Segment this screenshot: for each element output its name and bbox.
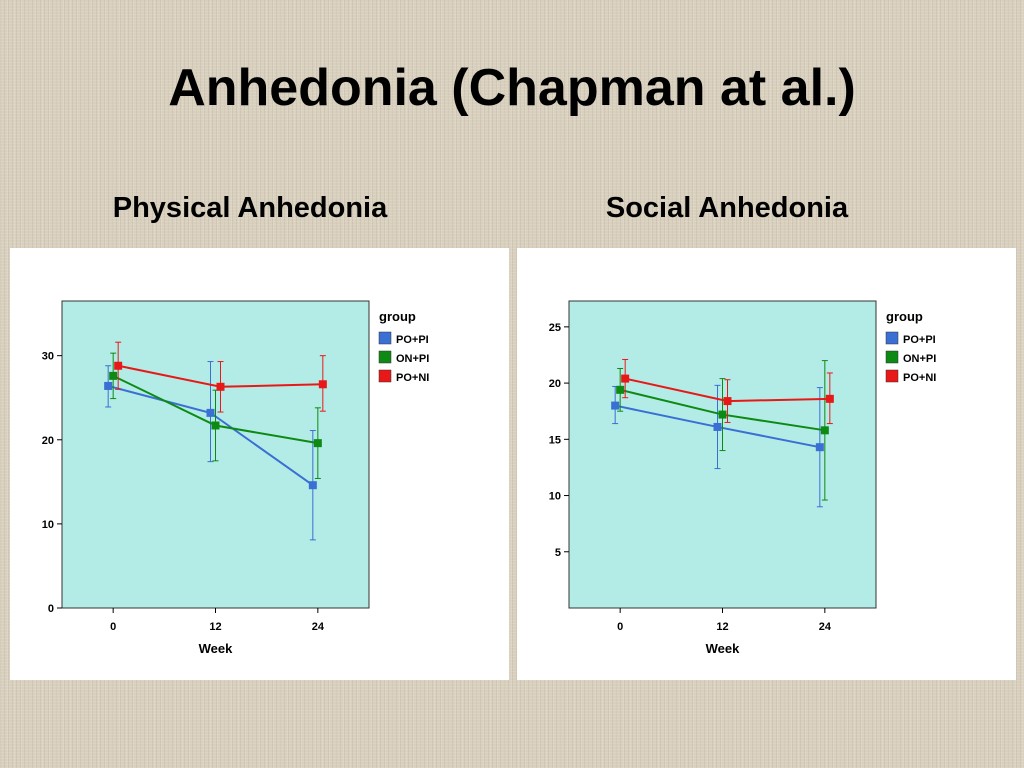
legend-swatch-po-pi xyxy=(885,331,899,345)
data-point-on-pi xyxy=(211,421,220,430)
legend-swatch-on-pi xyxy=(885,350,899,364)
data-point-po-ni xyxy=(114,361,123,370)
legend-swatch-po-ni xyxy=(378,369,392,383)
x-tick-label: 24 xyxy=(819,621,832,633)
legend-title: group xyxy=(886,309,923,324)
plot-area xyxy=(568,300,877,609)
data-point-po-pi xyxy=(611,401,620,410)
y-tick-label: 20 xyxy=(42,435,54,447)
y-tick-label: 5 xyxy=(555,547,561,559)
physical-anhedonia-heading: Physical Anhedonia xyxy=(112,192,388,224)
x-axis-label: Week xyxy=(706,641,740,656)
legend-swatch-po-ni xyxy=(885,369,899,383)
legend-title: group xyxy=(379,309,416,324)
social-anhedonia-chart-panel: 5 10 15 20 25 0 12 24 Week group PO+PI ON+PI PO+NI xyxy=(517,248,1016,680)
y-tick-label: 0 xyxy=(48,603,54,615)
physical-anhedonia-chart: 0 10 20 30 0 12 24 Week group PO+PI ON+PI PO+NI xyxy=(42,300,429,656)
legend-label-po-ni: PO+NI xyxy=(903,372,936,384)
legend-swatch-on-pi xyxy=(378,350,392,364)
x-tick-label: 12 xyxy=(209,621,221,633)
data-point-po-pi xyxy=(713,422,722,431)
data-point-po-ni xyxy=(216,382,225,391)
data-point-po-pi xyxy=(815,443,824,452)
x-tick-label: 0 xyxy=(617,621,623,633)
legend-label-po-pi: PO+PI xyxy=(903,334,936,346)
data-point-po-ni xyxy=(318,380,327,389)
y-tick-label: 20 xyxy=(549,378,561,390)
legend-label-on-pi: ON+PI xyxy=(903,353,936,365)
data-point-on-pi xyxy=(718,410,727,419)
legend-swatch-po-pi xyxy=(378,331,392,345)
slide-title: Anhedonia (Chapman at al.) xyxy=(168,59,856,117)
data-point-on-pi xyxy=(616,385,625,394)
physical-anhedonia-chart-panel: 0 10 20 30 0 12 24 Week group PO+PI ON+PI PO+NI xyxy=(10,248,509,680)
x-tick-label: 12 xyxy=(716,621,728,633)
data-point-po-ni xyxy=(621,374,630,383)
x-tick-label: 24 xyxy=(312,621,325,633)
data-point-po-pi xyxy=(104,381,113,390)
data-point-on-pi xyxy=(109,371,118,380)
social-anhedonia-heading: Social Anhedonia xyxy=(605,192,849,224)
legend-label-po-ni: PO+NI xyxy=(396,372,429,384)
data-point-po-pi xyxy=(206,408,215,417)
social-anhedonia-chart: 5 10 15 20 25 0 12 24 Week group PO+PI ON+PI PO+NI xyxy=(549,300,936,656)
legend-label-on-pi: ON+PI xyxy=(396,353,429,365)
data-point-on-pi xyxy=(820,426,829,435)
x-axis-label: Week xyxy=(199,641,233,656)
x-tick-label: 0 xyxy=(110,621,116,633)
legend-label-po-pi: PO+PI xyxy=(396,334,429,346)
data-point-po-ni xyxy=(723,397,732,406)
data-point-po-ni xyxy=(825,394,834,403)
y-tick-label: 10 xyxy=(42,519,54,531)
data-point-on-pi xyxy=(313,439,322,448)
y-tick-label: 25 xyxy=(549,322,561,334)
data-point-po-pi xyxy=(308,481,317,490)
y-tick-label: 10 xyxy=(549,491,561,503)
y-tick-label: 15 xyxy=(549,434,561,446)
y-tick-label: 30 xyxy=(42,351,54,363)
